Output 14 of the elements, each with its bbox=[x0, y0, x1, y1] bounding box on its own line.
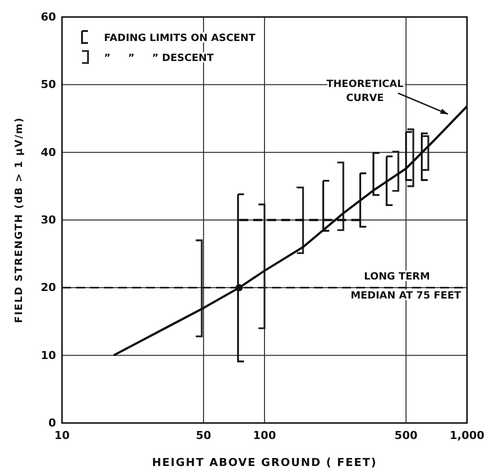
x-tick-label: 500 bbox=[394, 428, 418, 442]
y-tick-label: 30 bbox=[40, 214, 56, 227]
y-axis-title: FIELD STRENGTH (dB > 1 µV/m) bbox=[14, 116, 25, 324]
y-tick-label: 10 bbox=[40, 348, 56, 362]
y-tick-label: 0 bbox=[48, 416, 56, 430]
x-tick-label: 1,000 bbox=[450, 428, 485, 442]
x-axis-title: HEIGHT ABOVE GROUND ( FEET) bbox=[152, 456, 378, 469]
y-tick-label: 50 bbox=[40, 78, 56, 92]
y-tick-label: 20 bbox=[40, 281, 56, 294]
y-tick-label: 60 bbox=[40, 10, 56, 24]
x-tick-label: 50 bbox=[196, 428, 212, 442]
y-tick-label: 40 bbox=[40, 146, 56, 159]
x-tick-label: 10 bbox=[54, 428, 70, 442]
x-tick-label: 100 bbox=[253, 428, 276, 442]
